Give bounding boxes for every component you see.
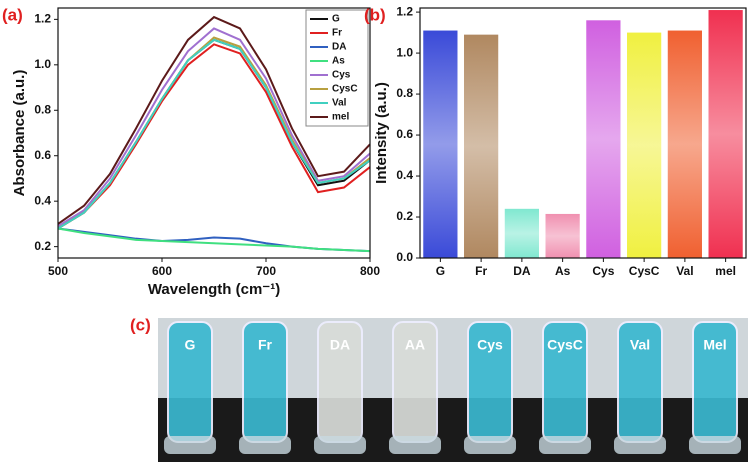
bar bbox=[423, 30, 458, 258]
y-tick-label: 0.6 bbox=[396, 127, 413, 141]
y-axis-label: Absorbance (a.u.) bbox=[11, 70, 28, 197]
bar bbox=[504, 208, 539, 258]
legend-label: Fr bbox=[332, 28, 342, 39]
legend-label: Cys bbox=[332, 70, 351, 81]
tube-cap bbox=[539, 436, 591, 454]
y-tick-label: 1.2 bbox=[396, 4, 413, 18]
legend-label: mel bbox=[332, 112, 349, 123]
tube-label: G bbox=[185, 337, 196, 353]
x-tick-label: CysC bbox=[629, 264, 660, 278]
line bbox=[57, 38, 371, 230]
x-tick-label: 800 bbox=[360, 264, 380, 278]
tube-label: Fr bbox=[258, 337, 273, 353]
bar bbox=[545, 213, 580, 258]
x-tick-label: 600 bbox=[152, 264, 172, 278]
x-tick-label: Val bbox=[676, 264, 693, 278]
tube-cap bbox=[389, 436, 441, 454]
legend-label: As bbox=[332, 56, 345, 67]
legend-label: DA bbox=[332, 42, 346, 53]
tube-label: Mel bbox=[703, 337, 726, 353]
plot-frame bbox=[57, 7, 371, 259]
y-tick-label: 0.6 bbox=[34, 148, 51, 162]
line bbox=[57, 227, 371, 253]
tube-label: CysC bbox=[547, 337, 583, 353]
y-tick-label: 0.8 bbox=[34, 102, 51, 116]
tube-label: Val bbox=[630, 337, 650, 353]
bar bbox=[708, 10, 743, 259]
x-tick-label: DA bbox=[513, 264, 531, 278]
legend-label: G bbox=[332, 14, 340, 25]
y-tick-label: 1.2 bbox=[34, 12, 51, 26]
y-tick-label: 0.4 bbox=[396, 168, 413, 182]
tube-cap bbox=[464, 436, 516, 454]
legend-label: CysC bbox=[332, 84, 358, 95]
legend-label: Val bbox=[332, 98, 347, 109]
line bbox=[57, 43, 371, 230]
tube-label: DA bbox=[330, 337, 350, 353]
y-tick-label: 0.4 bbox=[34, 193, 51, 207]
x-tick-label: G bbox=[436, 264, 445, 278]
photo bbox=[158, 318, 748, 462]
bar bbox=[586, 20, 621, 259]
line bbox=[57, 15, 371, 225]
plot-frame bbox=[419, 7, 747, 259]
y-tick-label: 1.0 bbox=[396, 45, 413, 59]
x-tick-label: 700 bbox=[256, 264, 276, 278]
line bbox=[57, 227, 371, 253]
tube-cap bbox=[239, 436, 291, 454]
x-tick-label: 500 bbox=[48, 264, 68, 278]
panel-label: (b) bbox=[364, 5, 386, 24]
y-tick-label: 0.2 bbox=[396, 209, 413, 223]
panel-label: (a) bbox=[2, 5, 23, 24]
tube-cap bbox=[314, 436, 366, 454]
y-tick-label: 0.8 bbox=[396, 86, 413, 100]
tube-cap bbox=[689, 436, 741, 454]
y-tick-label: 0.0 bbox=[396, 250, 413, 264]
bar bbox=[627, 32, 662, 258]
legend-box bbox=[305, 9, 369, 127]
line bbox=[57, 27, 371, 228]
bar bbox=[464, 34, 499, 258]
panel-label: (c) bbox=[130, 315, 151, 334]
y-axis-label: Intensity (a.u.) bbox=[373, 82, 390, 184]
x-tick-label: mel bbox=[715, 264, 736, 278]
y-tick-label: 1.0 bbox=[34, 57, 51, 71]
tube-cap bbox=[614, 436, 666, 454]
x-tick-label: As bbox=[555, 264, 571, 278]
x-axis-label: Wavelength (cm⁻¹) bbox=[148, 281, 280, 298]
tube-label: AA bbox=[405, 337, 425, 353]
tube-cap bbox=[164, 436, 216, 454]
tube-label: Cys bbox=[477, 337, 503, 353]
y-tick-label: 0.2 bbox=[34, 239, 51, 253]
bar bbox=[667, 30, 702, 258]
x-tick-label: Fr bbox=[475, 264, 487, 278]
x-tick-label: Cys bbox=[592, 264, 614, 278]
